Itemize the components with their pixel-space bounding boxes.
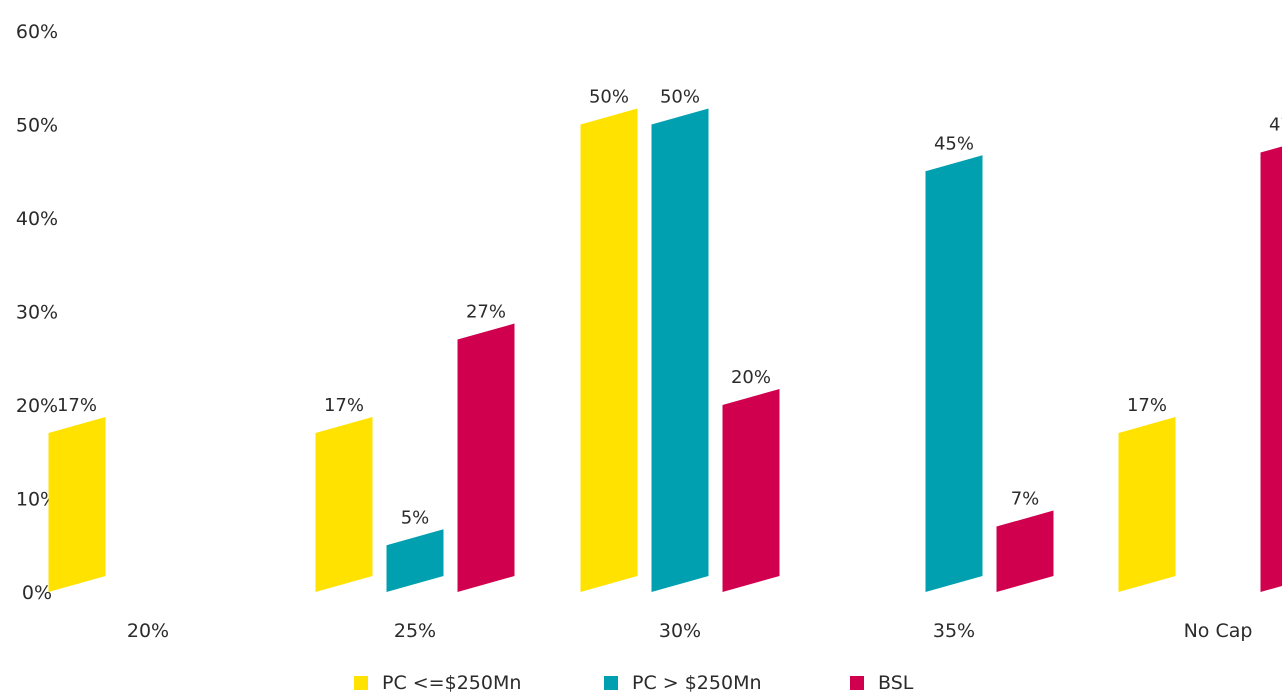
y-tick-label: 10% bbox=[16, 489, 58, 511]
y-tick-label: 30% bbox=[16, 302, 58, 324]
data-label: 27% bbox=[466, 302, 506, 323]
legend-swatch bbox=[354, 676, 368, 690]
data-label: 47% bbox=[1269, 115, 1282, 136]
y-tick-label: 50% bbox=[16, 115, 58, 137]
x-category-label: 30% bbox=[659, 620, 701, 642]
bar-pc-250mn-4 bbox=[1118, 417, 1176, 592]
y-tick-label: 40% bbox=[16, 208, 58, 230]
data-label: 17% bbox=[57, 395, 97, 416]
legend-label: BSL bbox=[878, 672, 914, 692]
x-axis: 20% 25% 30% 35% No Cap bbox=[127, 620, 1253, 642]
y-tick-label: 60% bbox=[16, 21, 58, 43]
y-tick-label: 20% bbox=[16, 395, 58, 417]
legend-label: PC > $250Mn bbox=[632, 672, 762, 692]
bar-pc-250mn-1 bbox=[315, 417, 373, 592]
bar-pc-250mn-2 bbox=[651, 108, 709, 592]
bar-pc-250mn-0 bbox=[48, 417, 106, 592]
x-category-label: 25% bbox=[394, 620, 436, 642]
legend-swatch bbox=[850, 676, 864, 690]
data-label: 17% bbox=[324, 395, 364, 416]
data-label: 17% bbox=[1127, 395, 1167, 416]
bar-bsl-4 bbox=[1260, 146, 1282, 592]
y-axis: 0% 10% 20% 30% 40% 50% 60% bbox=[16, 21, 58, 604]
data-label: 50% bbox=[660, 87, 700, 108]
bar-pc-250mn-2 bbox=[580, 108, 638, 592]
x-category-label: No Cap bbox=[1184, 620, 1253, 642]
data-label: 5% bbox=[401, 507, 430, 528]
x-category-label: 35% bbox=[933, 620, 975, 642]
legend: PC <=$250Mn PC > $250Mn BSL bbox=[354, 672, 914, 692]
bar-pc-250mn-3 bbox=[925, 155, 983, 592]
legend-label: PC <=$250Mn bbox=[382, 672, 521, 692]
bar-bsl-2 bbox=[722, 389, 780, 592]
bars-group: 17% 17% 5% 27% 50% 50% 20% 45% 7% 17% 47% bbox=[48, 87, 1282, 592]
data-label: 45% bbox=[934, 133, 974, 154]
data-label: 50% bbox=[589, 87, 629, 108]
bar-bsl-3 bbox=[996, 510, 1054, 592]
bar-bsl-1 bbox=[457, 323, 515, 592]
legend-swatch bbox=[604, 676, 618, 690]
data-label: 20% bbox=[731, 367, 771, 388]
x-category-label: 20% bbox=[127, 620, 169, 642]
data-label: 7% bbox=[1011, 489, 1040, 510]
y-tick-label: 0% bbox=[22, 582, 52, 604]
bar-pc-250mn-1 bbox=[386, 529, 444, 592]
